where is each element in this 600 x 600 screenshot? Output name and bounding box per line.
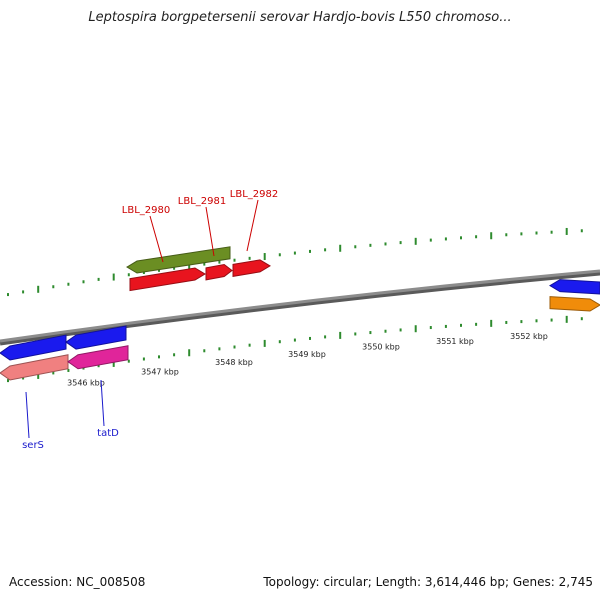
kbp-label: 3551 kbp <box>436 337 474 346</box>
kbp-label: 3548 kbp <box>215 358 253 367</box>
gene-leader-line <box>205 206 215 257</box>
gene-arrow-lbl-2980 <box>129 267 206 292</box>
gene-leader-line <box>25 391 30 439</box>
gene-arrow-lbl-2981 <box>205 263 233 281</box>
kbp-label: 3547 kbp <box>141 368 179 377</box>
gene-arrow-olive <box>126 246 231 274</box>
kbp-label: 3550 kbp <box>362 343 400 352</box>
backbone-shadow <box>0 270 600 346</box>
accession-label: Accession: NC_008508 <box>9 575 146 589</box>
gene-leader-line <box>246 199 259 252</box>
gene-label: serS <box>22 440 44 451</box>
gene-label: tatD <box>97 428 119 439</box>
gene-arrow-orange-right <box>549 296 600 312</box>
gene-arrow-tatd <box>65 325 127 350</box>
gene-leader-line <box>100 379 105 427</box>
gene-arrow-lbl-2982 <box>232 259 271 277</box>
map-title: Leptospira borgpetersenii serovar Hardjo… <box>88 10 512 25</box>
kbp-label: 3549 kbp <box>288 350 326 359</box>
gene-arrow-salmon <box>0 354 69 381</box>
genome-summary: Topology: circular; Length: 3,614,446 bp… <box>263 575 593 589</box>
gene-arrow-sers <box>0 334 67 361</box>
gene-label: LBL_2980 <box>122 205 170 216</box>
kbp-label: 3552 kbp <box>510 332 548 341</box>
kbp-label: 3546 kbp <box>67 379 105 388</box>
gene-label: LBL_2982 <box>230 189 278 200</box>
gene-leader-line <box>149 215 164 263</box>
gene-arrow-magenta <box>67 345 129 370</box>
gene-label: LBL_2981 <box>178 196 226 207</box>
gene-arrow-blue-right <box>549 279 600 295</box>
backbone <box>0 269 600 343</box>
